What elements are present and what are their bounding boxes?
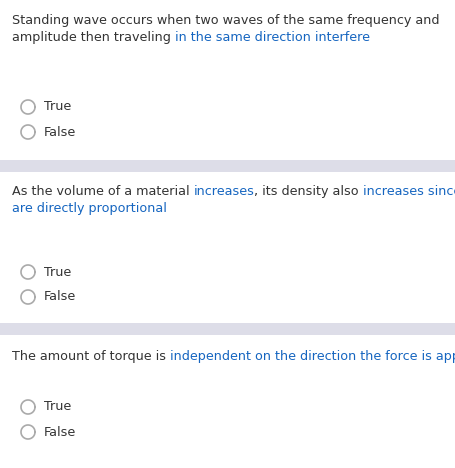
Text: As the volume of a material: As the volume of a material: [12, 185, 194, 198]
Text: False: False: [44, 125, 76, 139]
Text: The amount of torque is: The amount of torque is: [12, 350, 170, 363]
Text: True: True: [44, 265, 71, 278]
Text: in the same direction interfere: in the same direction interfere: [175, 31, 370, 44]
Bar: [0, 323, 455, 335]
Text: , its density also: , its density also: [254, 185, 363, 198]
Text: False: False: [44, 291, 76, 304]
Text: True: True: [44, 401, 71, 414]
Text: False: False: [44, 425, 76, 439]
Text: independent on the direction the force is applied: independent on the direction the force i…: [170, 350, 455, 363]
Text: amplitude then traveling: amplitude then traveling: [12, 31, 175, 44]
Text: increases: increases: [194, 185, 254, 198]
Text: are directly proportional: are directly proportional: [12, 202, 167, 215]
Bar: [0, 160, 455, 172]
Text: Standing wave occurs when two waves of the same frequency and: Standing wave occurs when two waves of t…: [12, 14, 440, 27]
Text: True: True: [44, 101, 71, 114]
Text: increases since they: increases since they: [363, 185, 455, 198]
